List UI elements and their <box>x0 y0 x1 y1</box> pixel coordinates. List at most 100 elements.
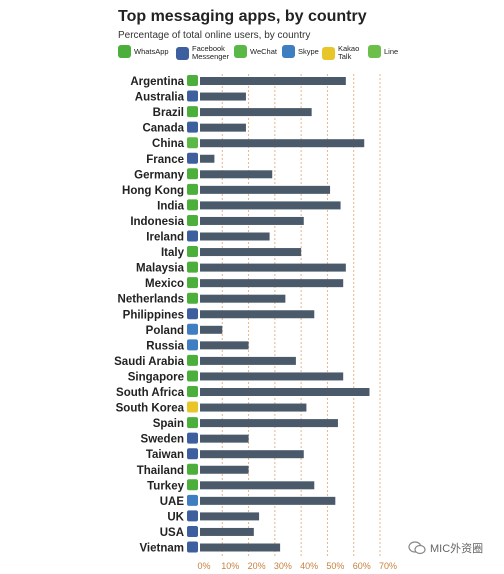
bar <box>200 512 260 521</box>
whatsapp-icon <box>187 199 198 211</box>
category-label: China <box>152 138 185 150</box>
category-label: India <box>157 200 184 212</box>
skype-icon <box>282 45 295 58</box>
bar <box>200 139 365 148</box>
whatsapp-icon <box>187 261 198 273</box>
category-label: Taiwan <box>146 449 184 461</box>
watermark: MIC外资圈 <box>408 540 483 556</box>
category-label: Australia <box>135 92 185 104</box>
x-tick-label: 0% <box>197 561 210 571</box>
whatsapp-icon <box>187 277 198 289</box>
bar <box>200 201 341 210</box>
line-icon <box>368 45 381 58</box>
kakao-icon <box>322 46 335 60</box>
category-label: Philippines <box>123 309 184 321</box>
category-label: Germany <box>134 169 184 181</box>
whatsapp-icon <box>187 370 198 382</box>
legend-item-wechat: WeChat <box>234 45 277 58</box>
category-label: Vietnam <box>139 543 184 555</box>
bar <box>200 263 346 272</box>
legend-label: Facebook Messenger <box>192 44 230 61</box>
bar <box>200 279 344 288</box>
bar <box>200 232 270 241</box>
category-label: Ireland <box>146 232 184 244</box>
skype-icon <box>187 494 198 506</box>
legend-item-line: Line <box>368 45 398 58</box>
category-label: Saudi Arabia <box>114 356 184 368</box>
category-label: Brazil <box>153 107 184 119</box>
x-tick-label: 20% <box>248 561 266 571</box>
whatsapp-icon <box>187 386 198 397</box>
messenger-icon <box>187 230 198 242</box>
legend-item-kakao: Kakao Talk <box>322 45 360 61</box>
x-tick-label: 60% <box>353 561 371 571</box>
whatsapp-icon <box>187 354 198 366</box>
bar <box>200 450 304 459</box>
category-label: Poland <box>146 325 184 337</box>
messenger-icon <box>187 432 198 444</box>
legend-item-skype: Skype <box>282 45 319 58</box>
whatsapp-icon <box>187 246 198 258</box>
bar <box>200 465 249 474</box>
messenger-icon <box>187 510 198 522</box>
wechat-icon <box>234 45 247 58</box>
whatsapp-icon <box>187 168 198 180</box>
category-label: Thailand <box>137 465 184 477</box>
messenger-icon <box>187 448 198 460</box>
bar <box>200 341 249 350</box>
category-label: Russia <box>146 340 184 352</box>
category-label: South Korea <box>116 403 185 415</box>
wechat-watermark-icon <box>408 541 426 555</box>
legend-item-whatsapp: WhatsApp <box>118 45 169 58</box>
bar <box>200 77 346 85</box>
bar <box>200 388 370 396</box>
bar <box>200 527 254 536</box>
messenger-icon <box>176 46 189 60</box>
category-label: Malaysia <box>136 263 185 275</box>
category-label: Turkey <box>147 480 184 492</box>
skype-icon <box>187 323 198 335</box>
bar <box>200 325 223 334</box>
bar <box>200 185 331 194</box>
messenger-icon <box>187 308 198 320</box>
category-label: Singapore <box>128 371 184 383</box>
category-label: France <box>146 154 184 166</box>
legend-label: WeChat <box>250 46 277 56</box>
whatsapp-icon <box>187 106 198 118</box>
category-label: Mexico <box>145 278 184 290</box>
bar <box>200 356 296 365</box>
category-label: Canada <box>142 123 184 135</box>
category-label: South Africa <box>116 387 185 399</box>
whatsapp-icon <box>187 183 198 195</box>
x-tick-label: 30% <box>274 561 292 571</box>
whatsapp-icon <box>187 214 198 226</box>
bar <box>200 154 215 163</box>
whatsapp-icon <box>118 45 131 58</box>
bar <box>200 170 273 179</box>
bar <box>200 496 336 505</box>
messenger-icon <box>187 152 198 164</box>
bar <box>200 434 249 443</box>
category-label: Argentina <box>130 76 184 88</box>
category-label: USA <box>160 527 184 539</box>
bar <box>200 403 307 412</box>
legend-label: Line <box>384 46 399 56</box>
bar <box>200 248 302 257</box>
whatsapp-icon <box>187 75 198 86</box>
bar <box>200 543 281 552</box>
bar <box>200 123 246 132</box>
category-label: UAE <box>160 496 185 508</box>
whatsapp-icon <box>187 463 198 475</box>
bar <box>200 372 344 381</box>
bar <box>200 92 246 101</box>
legend-label: WhatsApp <box>134 46 169 56</box>
bar <box>200 216 304 225</box>
category-label: Spain <box>153 418 184 430</box>
legend-label: Skype <box>298 46 319 56</box>
messenger-icon <box>187 525 198 537</box>
kakao-icon <box>187 401 198 413</box>
chart-subtitle: Percentage of total online users, by cou… <box>118 30 311 41</box>
x-tick-label: 70% <box>379 561 397 571</box>
chart-title: Top messaging apps, by country <box>118 8 367 25</box>
x-tick-label: 40% <box>300 561 318 571</box>
